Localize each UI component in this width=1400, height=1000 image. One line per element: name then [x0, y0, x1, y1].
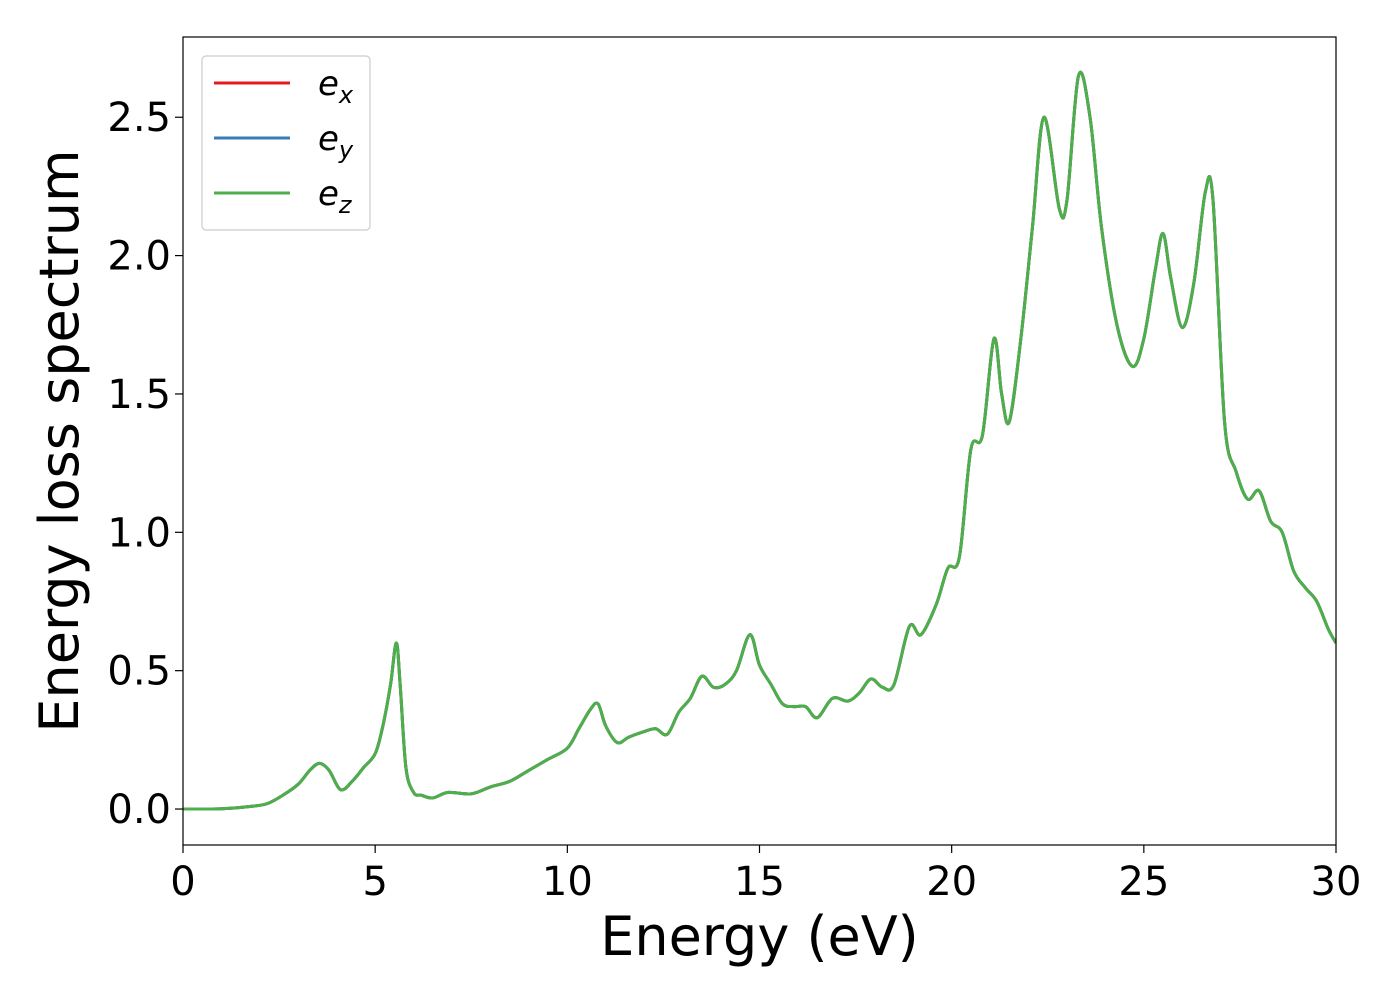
- legend-label-subscript: y: [338, 136, 354, 164]
- x-tick-label: 10: [542, 859, 593, 905]
- y-tick-label: 2.5: [107, 95, 171, 141]
- legend-label-ey: ey: [318, 119, 354, 164]
- x-tick-label: 25: [1118, 859, 1169, 905]
- x-tick-label: 0: [170, 859, 195, 905]
- y-tick-label: 1.5: [107, 372, 171, 418]
- x-tick-label: 20: [926, 859, 977, 905]
- legend-label-base: e: [318, 64, 339, 104]
- legend-label-base: e: [318, 174, 339, 214]
- x-axis-label: Energy (eV): [600, 905, 919, 968]
- legend-box: [201, 55, 371, 231]
- y-axis-ticks: 0.0 0.5 1.0 1.5 2.0 2.5: [107, 95, 183, 833]
- legend-label-base: e: [318, 119, 339, 159]
- legend-label-ez: ez: [318, 174, 353, 219]
- series-layer: [183, 70, 1336, 811]
- series-line-ez: [183, 70, 1336, 811]
- x-axis-ticks: 0 5 10 15 20 25 30: [170, 845, 1361, 905]
- x-tick-label: 15: [734, 859, 785, 905]
- y-tick-label: 0.5: [107, 649, 171, 695]
- legend-label-subscript: z: [338, 191, 353, 219]
- x-tick-label: 5: [362, 859, 387, 905]
- y-tick-label: 1.0: [107, 510, 171, 556]
- y-axis-label: Energy loss spectrum: [28, 149, 91, 732]
- legend-label-subscript: x: [338, 81, 354, 109]
- y-tick-label: 2.0: [107, 234, 171, 280]
- legend-label-ex: ex: [318, 64, 354, 109]
- x-tick-label: 30: [1311, 859, 1362, 905]
- y-tick-label: 0.0: [107, 787, 171, 833]
